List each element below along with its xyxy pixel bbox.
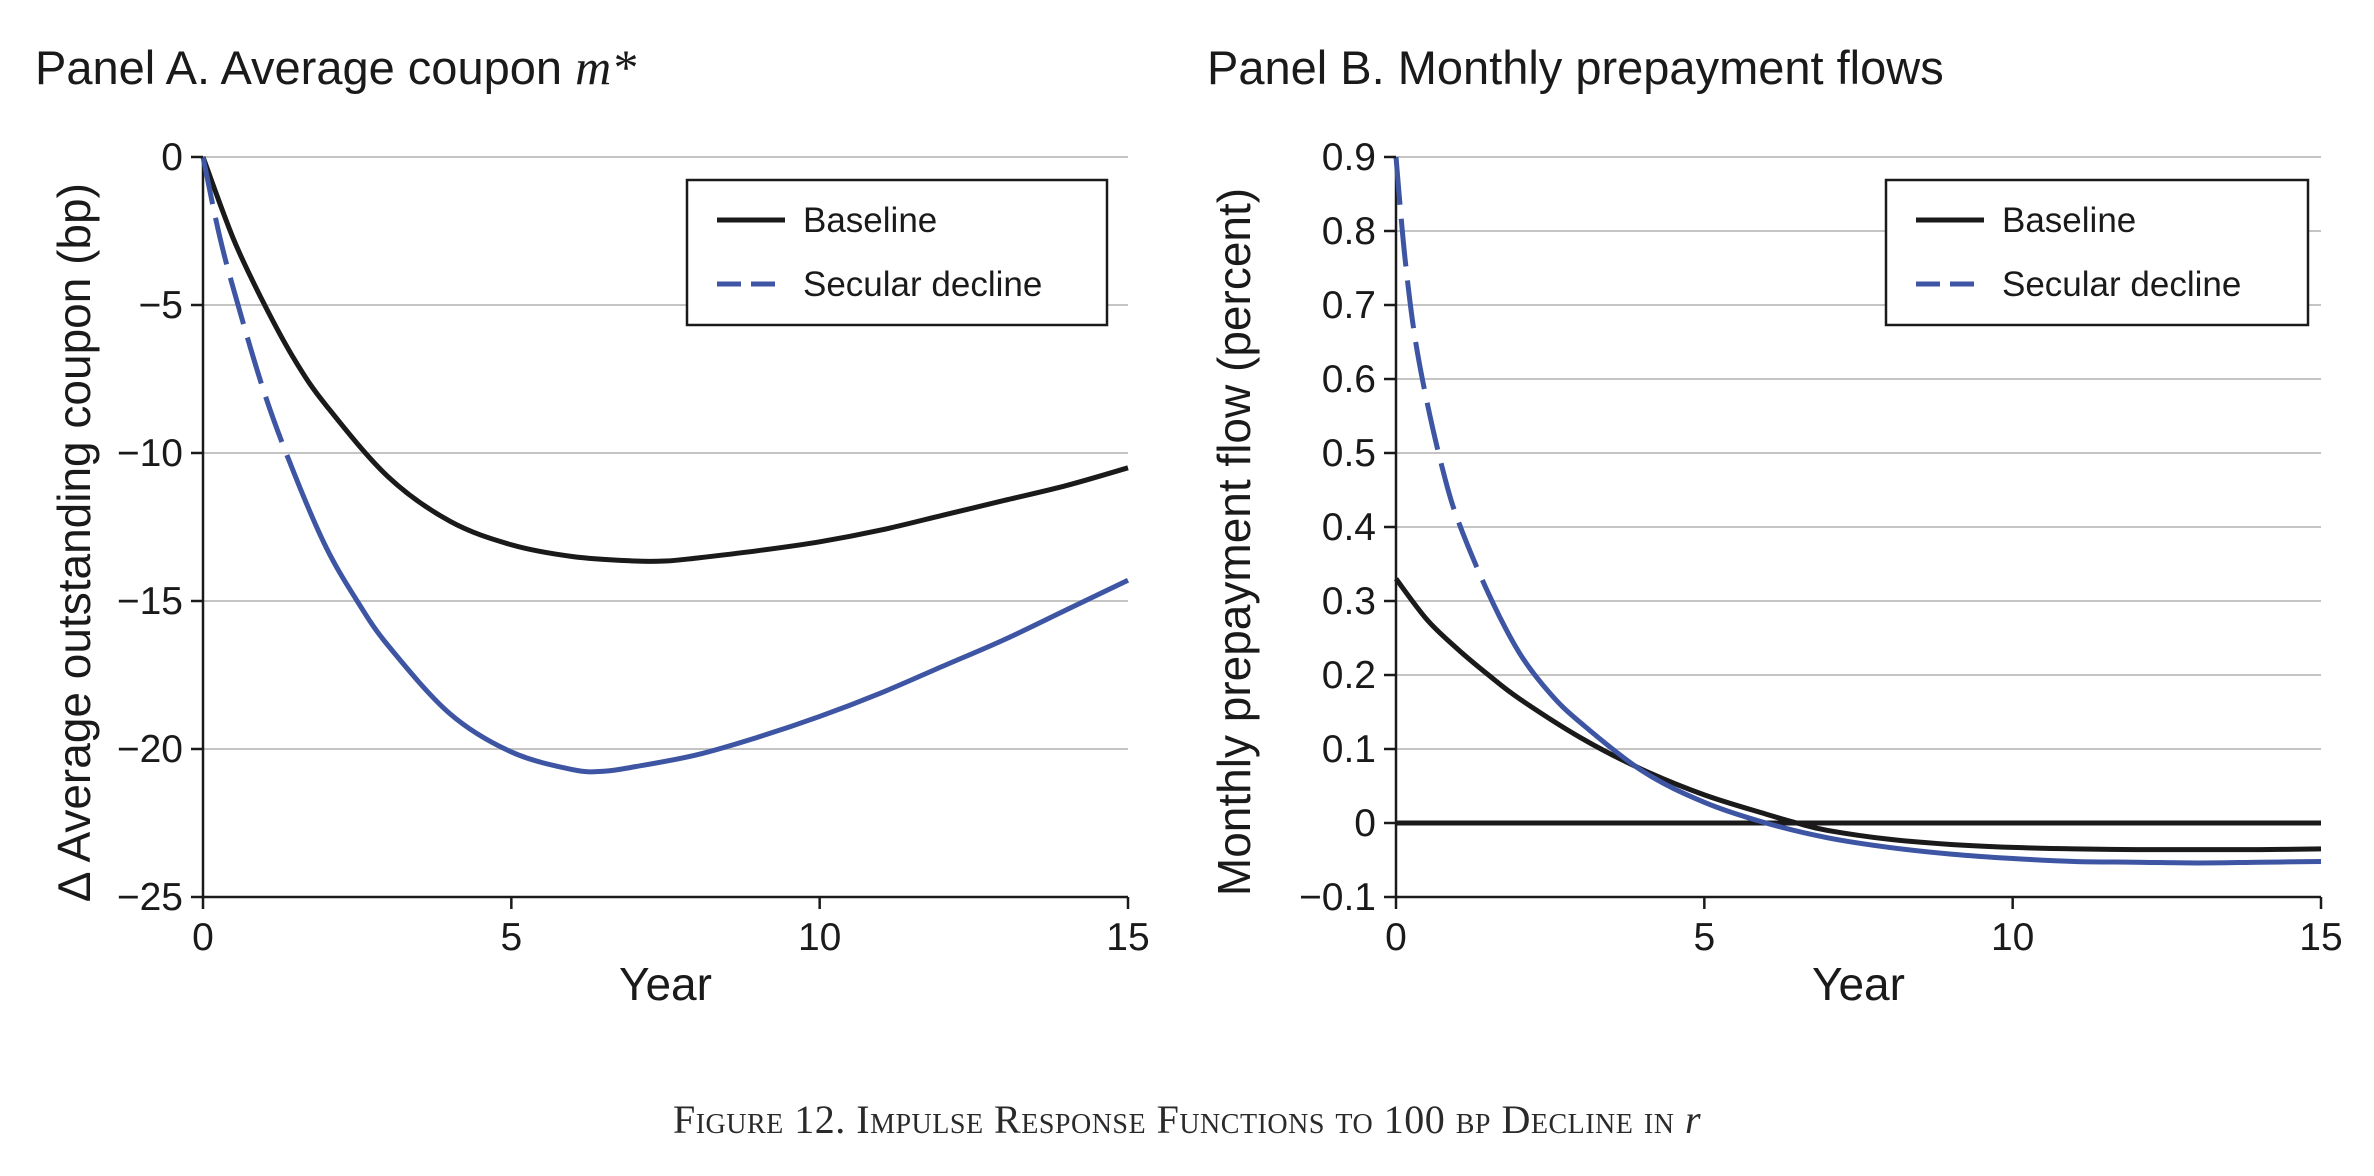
panel-b-y-tick-label: 0.5 [1322, 432, 1376, 475]
panel-b-legend-label-secular-decline: Secular decline [2002, 265, 2241, 304]
panel-b-legend-label-baseline: Baseline [2002, 201, 2136, 240]
panel-b-y-tick-label: 0.7 [1322, 284, 1376, 327]
panel-b-x-axis-label: Year [1812, 958, 1905, 1010]
panel-b-y-tick-label: 0.9 [1322, 136, 1376, 179]
figure-caption-math: r [1684, 1097, 1702, 1142]
panel-b-y-axis-label: Monthly prepayment flow (percent) [1208, 188, 1260, 896]
panel-b-y-tick-label: 0.8 [1322, 210, 1376, 253]
panel-b-x-tick-label: 15 [2299, 916, 2342, 959]
panel-a-x-axis-label: Year [619, 958, 712, 1010]
panel-a-y-tick-label: −20 [117, 728, 183, 771]
panel-b-series-secular-decline [1393, 156, 2322, 866]
panel-b-y-tick-label: −0.1 [1299, 876, 1376, 919]
panel-a-title-math: m* [575, 39, 636, 95]
panel-b-y-tick-label: 0.1 [1322, 728, 1376, 771]
panel-a-x-tick-label: 15 [1106, 916, 1149, 959]
panel-b-y-tick-label: 0 [1354, 802, 1376, 845]
panel-a-legend: Baseline Secular decline [685, 178, 1109, 327]
panel-a-legend-box [685, 178, 1109, 327]
panel-b-y-tick-label: 0.3 [1322, 580, 1376, 623]
panel-b-y-tick-label: 0.2 [1322, 654, 1376, 697]
panel-a-series-secular-decline [200, 156, 1130, 775]
panel-b-y-tick-label: 0.4 [1322, 506, 1376, 549]
panel-b-series [1393, 156, 2322, 866]
panel-a-y-tick-label: −15 [117, 580, 183, 623]
panel-b-x-tick-label: 5 [1693, 916, 1715, 959]
figure-caption-text: Figure 12. Impulse Response Functions to… [672, 1097, 1675, 1142]
panel-b-series-baseline [1394, 577, 2322, 853]
panel-a-y-tick-label: −5 [139, 284, 183, 327]
panel-a-series-baseline [200, 156, 1129, 565]
panel-a-title: Panel A. Average coupon m* [35, 39, 636, 95]
panel-a-legend-label-baseline: Baseline [803, 201, 937, 240]
panel-b-legend: Baseline Secular decline [1884, 178, 2310, 327]
panel-b-y-tick-label: 0.6 [1322, 358, 1376, 401]
panel-a-y-tick-label: 0 [161, 136, 183, 179]
panel-a-y-axis-label: ∆ Average outstanding coupon (bp) [48, 183, 100, 901]
panel-b-x-tick-label: 10 [1991, 916, 2034, 959]
panel-a-y-tick-label: −10 [117, 432, 183, 475]
figure-caption: Figure 12. Impulse Response Functions to… [0, 1096, 2374, 1143]
panel-b-ticks: −0.100.10.20.30.40.50.60.70.80.90 5 10 15 [1299, 136, 2343, 959]
panel-a-x-tick-label: 0 [192, 916, 214, 959]
panel-b-legend-box [1884, 178, 2310, 327]
panel-a-x-tick-label: 10 [798, 916, 841, 959]
panel-a-y-tick-label: −25 [117, 876, 183, 919]
panel-b-x-tick-label: 0 [1385, 916, 1407, 959]
panel-a-x-tick-label: 5 [500, 916, 522, 959]
panel-a-chart: Panel A. Average coupon m* 0 −5 −10 −15 −20 −… [35, 39, 1150, 1010]
panel-a-series [200, 156, 1130, 775]
panel-a-legend-label-secular-decline: Secular decline [803, 265, 1042, 304]
panel-a-ticks: 0−5−10−15−20−250 5 10 15 [117, 136, 1150, 959]
panel-b-title: Panel B. Monthly prepayment flows [1207, 41, 1944, 94]
panel-a-axes [201, 157, 1128, 899]
panel-b-chart: Panel B. Monthly prepayment flows −0.100… [1207, 41, 2343, 1010]
